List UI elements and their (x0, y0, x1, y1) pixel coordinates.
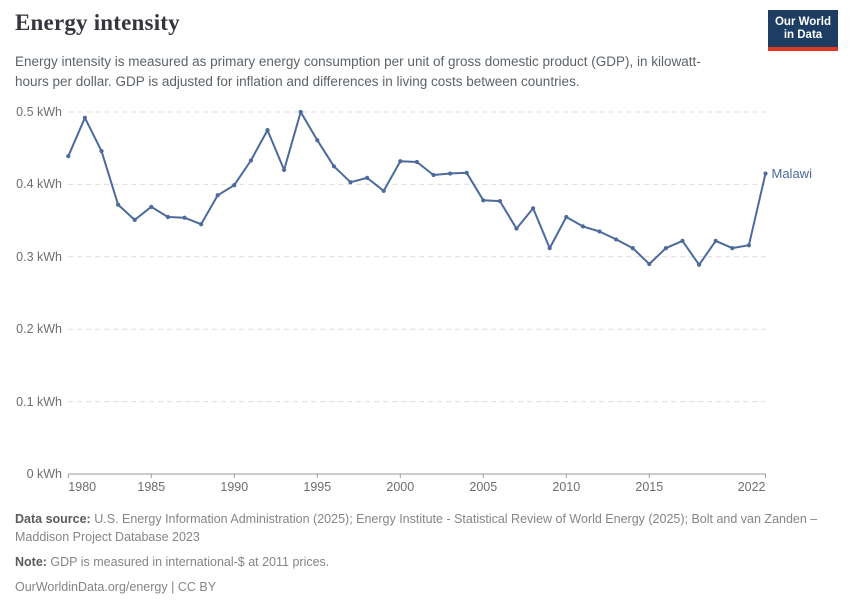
data-point[interactable] (680, 238, 685, 243)
data-point[interactable] (746, 243, 752, 248)
y-axis-label: 0.2 kWh (16, 322, 62, 337)
data-point[interactable] (497, 198, 502, 204)
x-axis-label: 1990 (220, 480, 248, 494)
datasource-label: Data source: (15, 512, 91, 526)
license-separator: | (167, 580, 178, 595)
x-axis-label: 2000 (386, 480, 414, 494)
data-point[interactable] (132, 217, 137, 222)
datasource-line: Data source: U.S. Energy Information Adm… (15, 510, 835, 546)
x-axis-label: 2005 (469, 480, 497, 494)
data-point[interactable] (464, 170, 469, 175)
y-axis-label: 0.4 kWh (16, 177, 62, 192)
series-end-label[interactable]: Malawi (772, 166, 813, 181)
data-point[interactable] (763, 171, 768, 176)
data-point[interactable] (315, 138, 320, 143)
data-point[interactable] (282, 167, 287, 173)
data-point[interactable] (381, 188, 386, 194)
note-text: GDP is measured in international-$ at 20… (46, 555, 330, 570)
data-point[interactable] (331, 164, 336, 169)
y-axis-label: 0.1 kWh (16, 394, 62, 409)
note-label: Note: (15, 555, 47, 570)
page-title: Energy intensity (15, 10, 180, 35)
y-axis-label: 0.5 kWh (16, 105, 62, 119)
data-point[interactable] (265, 128, 270, 133)
data-point[interactable] (116, 202, 121, 207)
data-point[interactable] (149, 204, 154, 209)
data-point[interactable] (431, 172, 436, 178)
chart-subtitle: Energy intensity is measured as primary … (15, 54, 701, 90)
data-point[interactable] (614, 237, 619, 242)
data-point[interactable] (199, 222, 204, 227)
data-point[interactable] (713, 238, 718, 243)
data-point[interactable] (514, 226, 519, 231)
data-point[interactable] (630, 246, 635, 251)
x-axis-label: 2022 (738, 480, 766, 494)
data-point[interactable] (547, 246, 552, 251)
data-point[interactable] (298, 109, 303, 115)
data-point[interactable] (66, 154, 71, 159)
data-point[interactable] (647, 261, 652, 267)
y-axis-label: 0.3 kWh (16, 249, 62, 264)
data-point[interactable] (580, 224, 586, 229)
data-point[interactable] (697, 262, 702, 267)
data-point[interactable] (597, 229, 602, 234)
data-point[interactable] (82, 115, 87, 120)
x-axis-label: 2015 (635, 480, 663, 494)
owid-logo-line2: in Data (783, 28, 823, 41)
x-axis-label: 1995 (303, 480, 331, 494)
x-axis-label: 2010 (552, 480, 580, 494)
data-point[interactable] (663, 246, 669, 251)
data-point[interactable] (564, 214, 569, 220)
data-point[interactable] (232, 183, 237, 188)
note-line: Note: GDP is measured in international-$… (15, 553, 835, 571)
data-point[interactable] (182, 215, 187, 220)
owid-logo[interactable]: Our World in Data (768, 10, 838, 51)
license-line: OurWorldinData.org/energy | CC BY (15, 578, 835, 596)
owid-energy-link[interactable]: OurWorldinData.org/energy (15, 580, 168, 595)
y-axis-label: 0 kWh (26, 467, 62, 481)
data-line-malawi[interactable] (67, 111, 767, 266)
data-point[interactable] (531, 206, 536, 211)
x-axis-label: 1985 (137, 480, 165, 494)
data-point[interactable] (481, 198, 486, 203)
chart-footer: Data source: U.S. Energy Information Adm… (15, 510, 835, 600)
data-point[interactable] (99, 148, 104, 154)
data-point[interactable] (215, 193, 220, 198)
data-point[interactable] (448, 171, 453, 176)
data-point[interactable] (165, 214, 170, 220)
data-point[interactable] (414, 159, 419, 165)
x-axis-label: 1980 (68, 480, 96, 494)
datasource-text: U.S. Energy Information Administration (… (15, 512, 818, 545)
data-point[interactable] (730, 246, 735, 251)
data-point[interactable] (365, 175, 370, 180)
data-point[interactable] (348, 180, 353, 185)
data-point[interactable] (248, 158, 253, 163)
data-point[interactable] (398, 159, 403, 164)
owid-logo-line1: Our World (774, 15, 831, 28)
license-badge: CC BY (177, 580, 217, 595)
